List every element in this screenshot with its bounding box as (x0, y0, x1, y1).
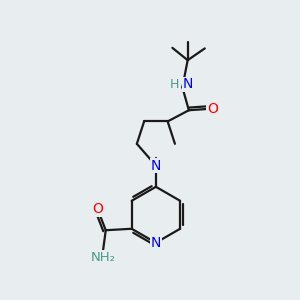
Text: N: N (182, 77, 193, 91)
Text: NH₂: NH₂ (90, 251, 115, 264)
Text: O: O (207, 102, 218, 116)
Text: H: H (169, 78, 179, 91)
Text: N: N (151, 236, 161, 250)
Text: O: O (92, 202, 103, 216)
Text: N: N (151, 159, 161, 172)
